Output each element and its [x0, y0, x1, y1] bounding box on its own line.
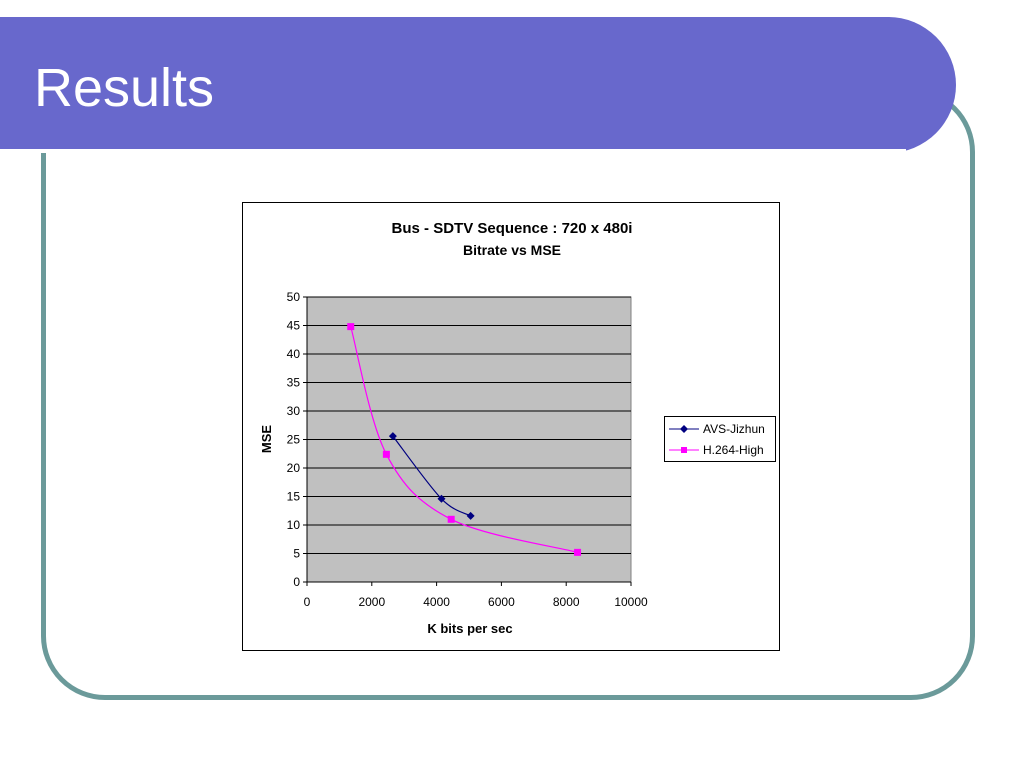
title-underline: [0, 149, 906, 153]
y-tick-label: 25: [287, 433, 301, 447]
y-tick-label: 5: [293, 547, 300, 561]
x-tick-label: 8000: [553, 595, 580, 609]
plot-layer: 0 5 10 15 20 25 30 35 40 45 50 0 2000 4000 6000 8000 100…: [287, 290, 648, 609]
y-axis-label: MSE: [259, 425, 274, 454]
legend-item-avs: AVS-Jizhun: [669, 421, 765, 437]
legend-label-avs: AVS-Jizhun: [703, 422, 765, 436]
data-point-h264: [382, 450, 390, 458]
y-tick-label: 45: [287, 319, 301, 333]
x-axis-label: K bits per sec: [427, 621, 512, 636]
legend-swatch-h264: [669, 447, 699, 453]
y-tick-label: 20: [287, 461, 301, 475]
slide-title: Results: [34, 58, 215, 118]
x-tick-label: 2000: [358, 595, 385, 609]
y-tick-label: 0: [293, 575, 300, 589]
legend-swatch-avs: [669, 425, 699, 433]
y-tick-label: 15: [287, 490, 301, 504]
x-tick-label: 4000: [423, 595, 450, 609]
chart-svg: Bus - SDTV Sequence : 720 x 480i Bitrate…: [259, 220, 648, 636]
title-bar: Results: [0, 17, 956, 153]
data-point-h264: [574, 548, 582, 556]
chart-title: Bus - SDTV Sequence : 720 x 480i: [392, 220, 633, 237]
series-line-h264: [350, 326, 578, 553]
y-tick-label: 30: [287, 404, 301, 418]
x-tick-label: 0: [304, 595, 311, 609]
legend-label-h264: H.264-High: [703, 443, 764, 457]
y-tick-label: 35: [287, 376, 301, 390]
data-point-h264: [447, 515, 455, 523]
y-tick-label: 10: [287, 518, 301, 532]
x-tick-label: 10000: [614, 595, 648, 609]
x-tick-label: 6000: [488, 595, 515, 609]
data-point-avs: [466, 511, 475, 520]
data-point-avs: [388, 432, 397, 441]
chart-subtitle: Bitrate vs MSE: [463, 242, 561, 258]
chart-legend: AVS-Jizhun H.264-High: [664, 416, 776, 462]
data-point-h264: [347, 323, 355, 331]
data-point-avs: [437, 494, 446, 503]
y-tick-label: 40: [287, 347, 301, 361]
legend-item-h264: H.264-High: [669, 442, 764, 458]
y-tick-label: 50: [287, 290, 301, 304]
